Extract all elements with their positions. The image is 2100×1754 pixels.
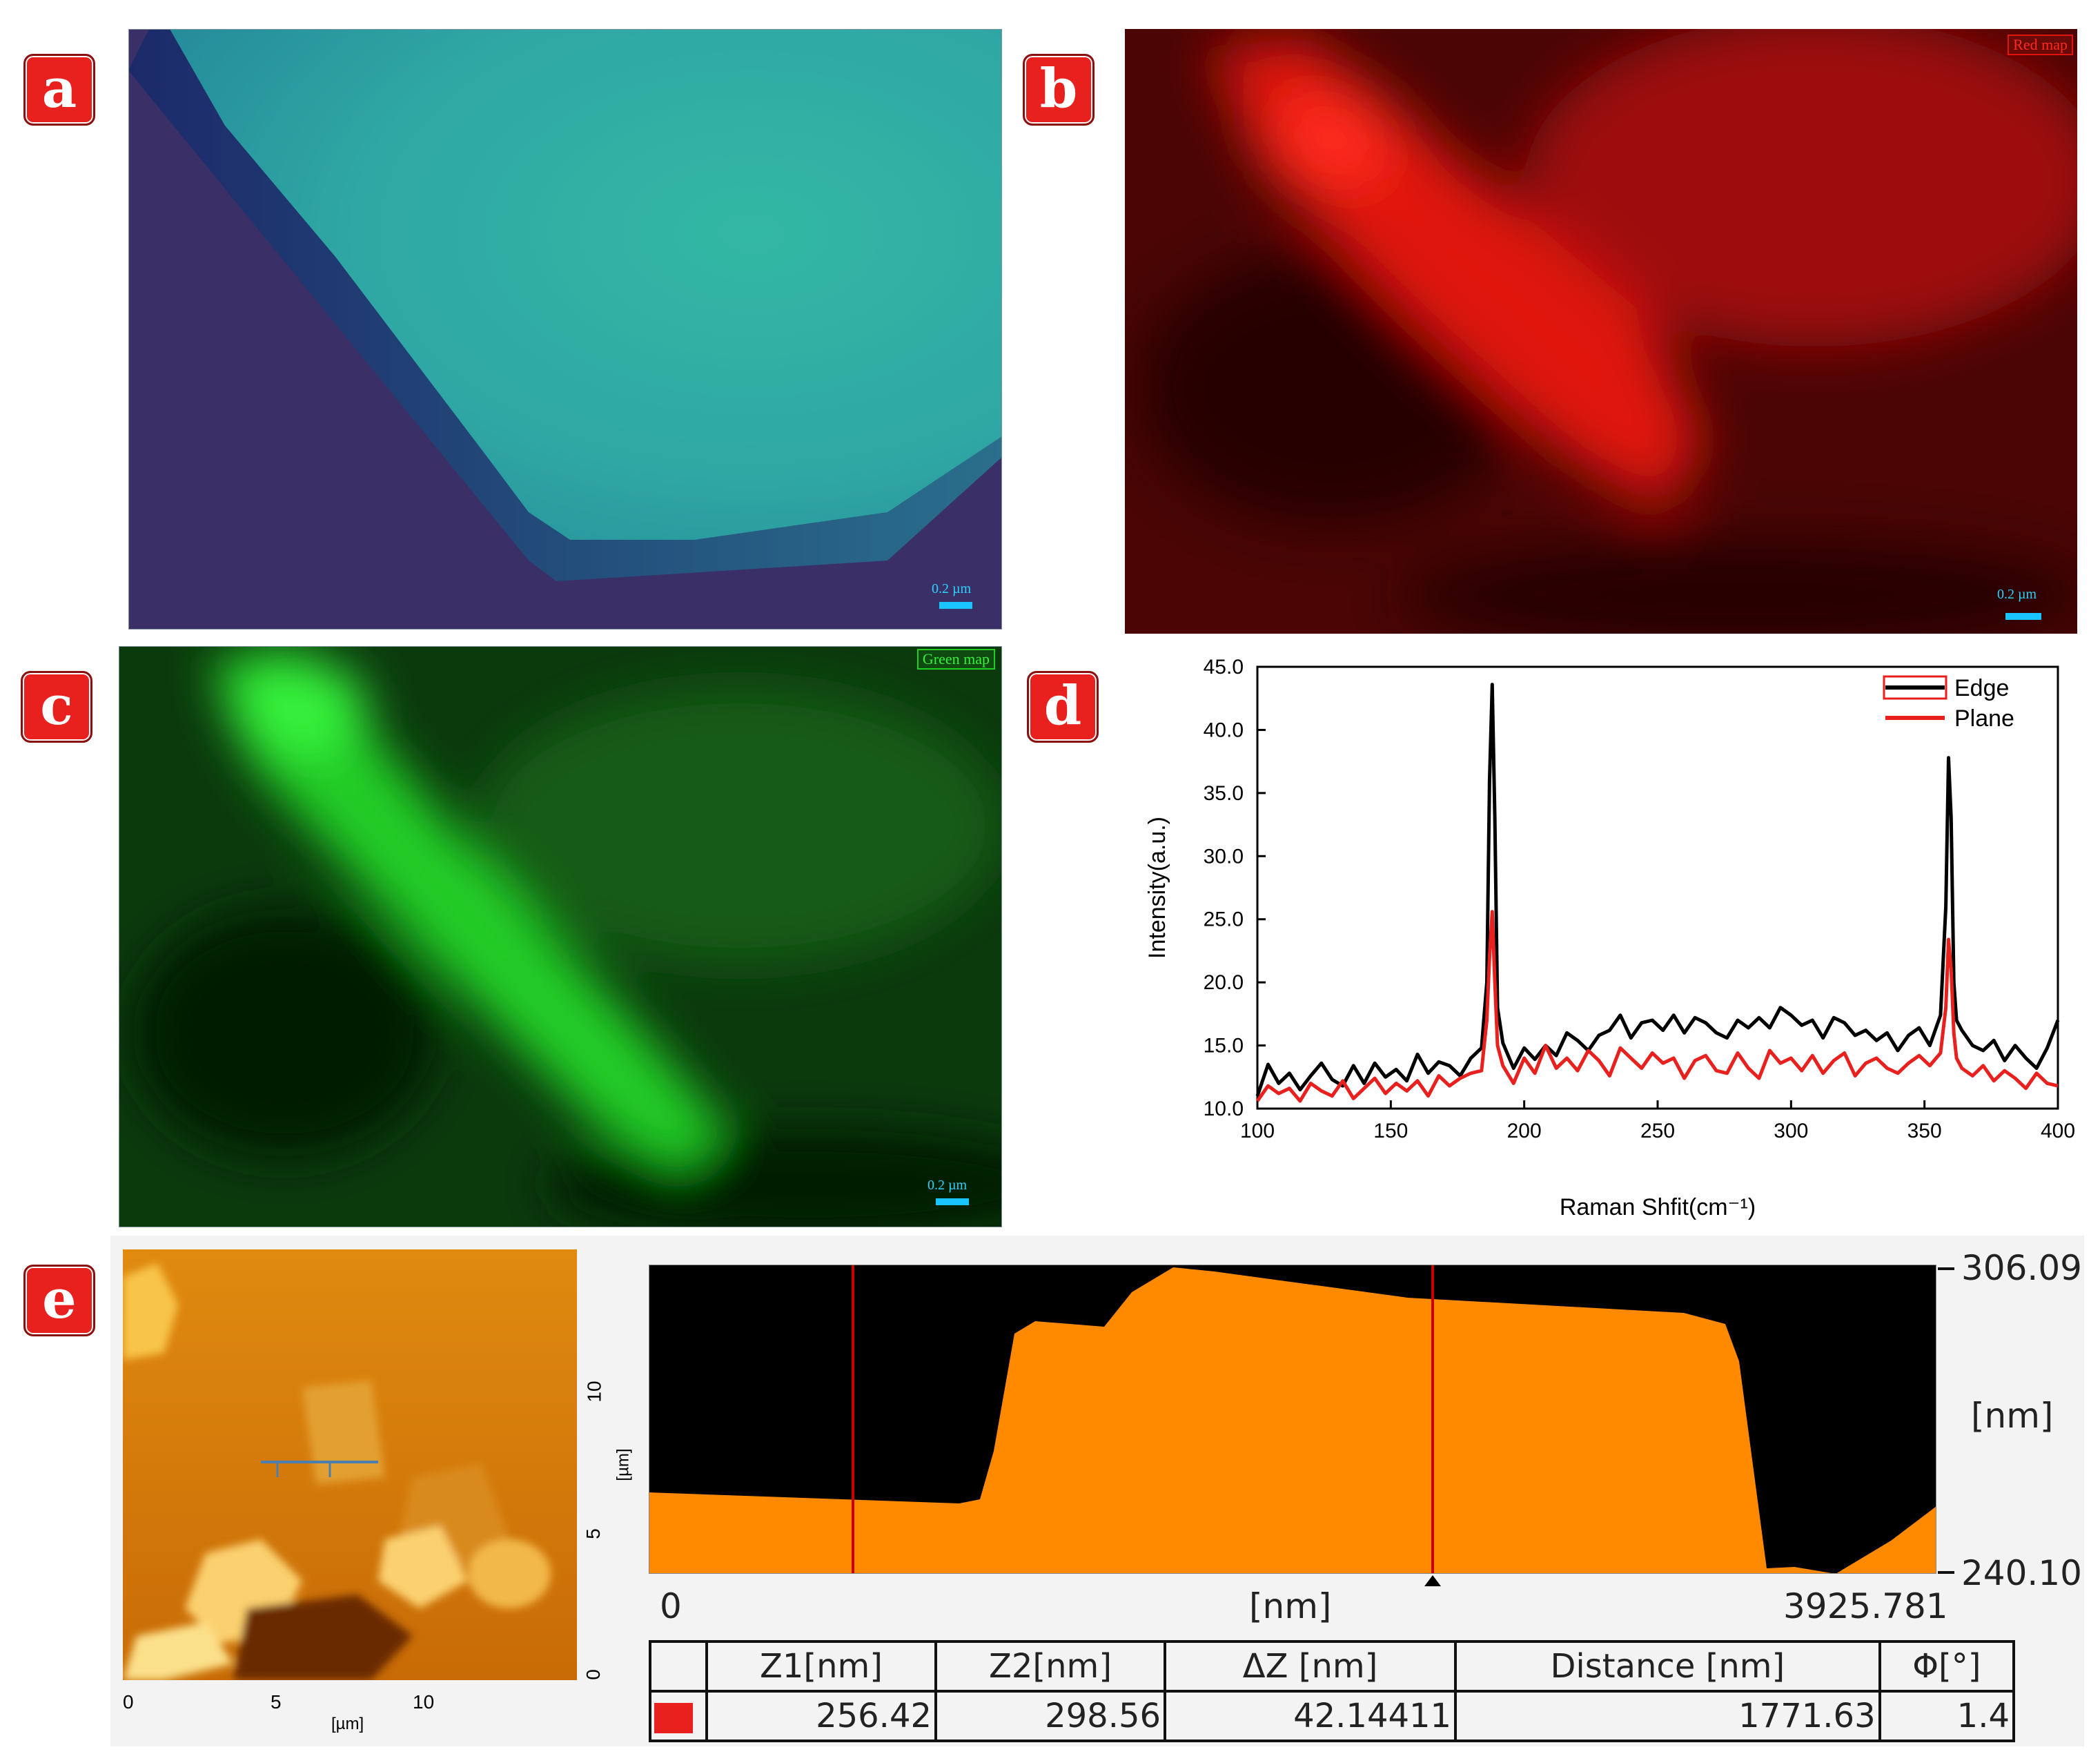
panel-b: Red map 0.2 µm: [1125, 15, 2100, 650]
afm-x-tick-0: 0: [123, 1691, 134, 1713]
afm-y-tick-5: 5: [582, 1528, 604, 1539]
afm-image: [123, 1249, 577, 1680]
y-tick-label: 40.0: [1204, 719, 1244, 741]
legend-plane: Plane: [1954, 705, 2014, 732]
panel-b-map-label: Red map: [2008, 35, 2073, 55]
panel-b-map: [1125, 15, 2100, 650]
panel-c-scale-label: 0.2 µm: [928, 1178, 968, 1193]
profile-x-end: 3925.781: [1783, 1586, 1948, 1626]
panel-b-scale-bar: [2005, 613, 2041, 620]
table-cell: 256.42: [705, 1690, 938, 1742]
table-cell: 298.56: [934, 1690, 1167, 1742]
table-cell: 1.4: [1878, 1690, 2016, 1742]
panel-d-tag: d: [1027, 671, 1099, 743]
panel-a-tag: a: [23, 54, 95, 126]
profile-y-top: 306.09: [1961, 1248, 2082, 1288]
x-tick-label: 200: [1507, 1120, 1542, 1142]
x-axis-label: Raman Shfit(cm⁻¹): [1560, 1194, 1756, 1220]
afm-x-tick-10: 10: [413, 1691, 435, 1713]
panel-e-tag: e: [23, 1265, 95, 1336]
x-tick-label: 300: [1774, 1120, 1808, 1142]
panel-c-map: [118, 645, 1071, 1240]
table-header-cell: Z1[nm]: [705, 1640, 938, 1693]
panel-a-scale-bar: [939, 602, 972, 609]
table-header-cell: ΔZ [nm]: [1164, 1640, 1458, 1693]
raman-chart: 100 150 200 250 300 350 400 10.0 15.0 20.0 25.0 30.…: [1144, 656, 2075, 1220]
profile-y-unit: [nm]: [1971, 1396, 2054, 1436]
profile-axis-tick-bottom: [1938, 1571, 1954, 1574]
series-line-plane: [1255, 910, 2059, 1103]
y-tick-label: 45.0: [1204, 656, 1244, 679]
x-tick-label: 100: [1240, 1120, 1275, 1142]
y-tick-label: 30.0: [1204, 845, 1244, 868]
table-header-cell: [649, 1640, 708, 1693]
afm-x-tick-5: 5: [271, 1691, 282, 1713]
afm-y-label: [µm]: [614, 1448, 633, 1481]
profile-marker: [1424, 1575, 1441, 1586]
y-axis-label: Intensity(a.u.): [1144, 817, 1170, 959]
table-swatch-cell: [649, 1690, 708, 1742]
x-tick-label: 150: [1373, 1120, 1408, 1142]
profile-y-bottom: 240.10: [1961, 1553, 2082, 1593]
legend-edge: Edge: [1954, 675, 2009, 701]
profile-x-start: 0: [660, 1586, 682, 1626]
table-header-row: Z1[nm] Z2[nm] ΔZ [nm] Distance [nm] Φ[°]: [649, 1640, 2016, 1693]
panel-c-scale-bar: [936, 1198, 969, 1205]
height-profile: [649, 1265, 1936, 1574]
profile-x-unit: [nm]: [1249, 1586, 1332, 1626]
panel-c-map-label: Green map: [916, 649, 995, 670]
panel-a: 0.2 µm: [128, 28, 1003, 630]
panel-b-tag: b: [1023, 54, 1095, 126]
x-tick-label: 400: [2041, 1120, 2075, 1142]
table-cell: 1771.63: [1454, 1690, 1881, 1742]
y-tick-label: 15.0: [1204, 1035, 1244, 1058]
panel-a-scale-label: 0.2 µm: [932, 581, 972, 596]
plot-frame: [1256, 665, 2059, 1110]
afm-y-tick-0: 0: [582, 1669, 604, 1680]
series-line-edge: [1255, 683, 2060, 1097]
x-tick-label: 250: [1640, 1120, 1675, 1142]
panel-c: Green map 0.2 µm: [118, 645, 1071, 1240]
y-tick-label: 20.0: [1204, 971, 1244, 994]
measurement-table: Z1[nm] Z2[nm] ΔZ [nm] Distance [nm] Φ[°]…: [649, 1640, 2016, 1742]
afm-x-label: [µm]: [331, 1715, 364, 1733]
profile-axis-tick-top: [1938, 1267, 1954, 1270]
y-tick-label: 35.0: [1204, 782, 1244, 805]
panel-a-map: [128, 28, 1003, 630]
y-tick-label: 25.0: [1204, 908, 1244, 931]
afm-y-tick-10: 10: [583, 1381, 605, 1403]
table-header-cell: Φ[°]: [1878, 1640, 2016, 1693]
chart-legend: Edge Plane: [1883, 675, 2014, 732]
row-color-swatch: [654, 1703, 693, 1733]
table-cell: 42.14411: [1164, 1690, 1458, 1742]
panel-b-scale-label: 0.2 µm: [1997, 587, 2037, 602]
table-row: 256.42 298.56 42.14411 1771.63 1.4: [649, 1690, 2016, 1742]
panel-c-tag: c: [21, 671, 92, 743]
y-tick-label: 10.0: [1204, 1098, 1244, 1120]
table-header-cell: Z2[nm]: [934, 1640, 1167, 1693]
table-header-cell: Distance [nm]: [1454, 1640, 1881, 1693]
x-tick-label: 350: [1907, 1120, 1942, 1142]
